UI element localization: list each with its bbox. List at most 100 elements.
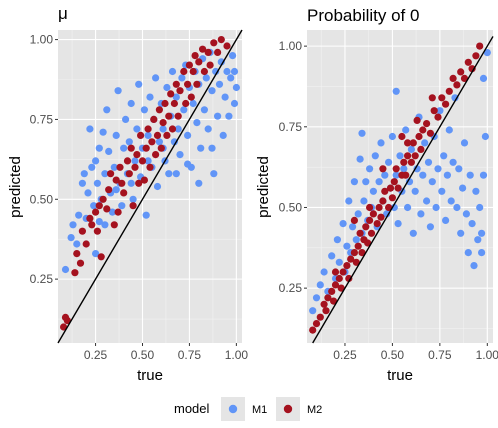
prob-zero-point-m1 — [396, 152, 404, 160]
prob-zero-point-m1 — [383, 210, 391, 218]
probability-of-zero-panel: Probability of 0 0.25 0.50 0.75 1.00 0.2… — [255, 6, 498, 384]
prob-zero-point-m1 — [349, 223, 357, 231]
mu-point-m2 — [195, 58, 203, 66]
mu-point-m1 — [180, 106, 188, 114]
prob-zero-point-m2 — [417, 145, 425, 153]
mu-point-m2 — [210, 39, 218, 47]
mu-point-m1 — [230, 99, 239, 108]
mu-panel-title: μ — [58, 4, 68, 23]
mu-point-m2 — [82, 240, 90, 248]
mu-point-m1 — [208, 144, 216, 152]
mu-point-m1 — [178, 74, 186, 82]
prob-zero-point-m2 — [339, 268, 347, 276]
prob-zero-point-m1 — [478, 249, 486, 257]
mu-point-m1 — [69, 221, 77, 229]
mu-point-m1 — [144, 131, 152, 139]
prob-zero-point-m1 — [350, 178, 358, 186]
mu-x-axis-title: true — [137, 367, 163, 384]
prob-zero-point-m1 — [464, 249, 472, 257]
prob-zero-point-m2 — [379, 165, 387, 173]
prob-zero-point-m2 — [434, 113, 442, 121]
prob-zero-y-tick-label: 1.00 — [279, 39, 303, 53]
prob-zero-point-m2 — [309, 326, 317, 334]
mu-point-m1 — [197, 144, 205, 152]
prob-zero-point-m1 — [402, 126, 410, 134]
mu-point-m1 — [135, 80, 143, 88]
mu-point-m2 — [71, 269, 79, 277]
mu-point-m1 — [144, 157, 152, 165]
mu-point-m2 — [114, 208, 122, 216]
prob-zero-x-axis: 0.25 0.50 0.75 1.00 — [333, 343, 498, 362]
prob-zero-point-m1 — [479, 74, 488, 82]
mu-point-m2 — [63, 317, 71, 325]
mu-point-m1 — [215, 80, 224, 88]
prob-zero-point-m2 — [320, 300, 328, 308]
prob-zero-point-m1 — [466, 171, 474, 179]
mu-point-m1 — [140, 106, 148, 114]
prob-zero-point-m2 — [366, 216, 374, 224]
mu-point-m1 — [217, 58, 225, 66]
prob-zero-point-m1 — [460, 139, 469, 147]
mu-point-m1 — [75, 211, 83, 219]
prob-zero-y-axis-title: predicted — [255, 156, 272, 218]
prob-zero-point-m1 — [352, 236, 360, 244]
prob-zero-point-m2 — [367, 229, 376, 237]
mu-point-m1 — [176, 151, 184, 159]
prob-zero-reference-line — [312, 36, 494, 344]
mu-point-m2 — [116, 163, 124, 171]
prob-zero-point-m2 — [445, 87, 453, 95]
prob-zero-point-m1 — [426, 223, 434, 231]
prob-zero-point-m1 — [474, 236, 482, 244]
mu-point-m2 — [187, 93, 195, 101]
prob-zero-y-tick-label: 0.25 — [279, 281, 303, 295]
prob-zero-point-m2 — [331, 281, 340, 289]
prob-zero-point-m1 — [455, 165, 463, 173]
prob-zero-point-m2 — [324, 294, 332, 302]
prob-zero-y-tick-label: 0.75 — [279, 120, 303, 134]
prob-zero-point-m2 — [472, 52, 480, 60]
mu-y-tick-label: 0.25 — [30, 272, 54, 286]
mu-point-m1 — [184, 160, 192, 168]
mu-point-m1 — [225, 112, 233, 120]
mu-point-m1 — [165, 170, 173, 178]
prob-zero-point-m1 — [343, 242, 351, 250]
prob-zero-point-m1 — [335, 258, 343, 266]
prob-zero-point-m1 — [413, 165, 421, 173]
prob-zero-point-m2 — [438, 94, 446, 102]
prob-zero-point-m1 — [356, 155, 364, 163]
prob-zero-point-m1 — [451, 94, 459, 102]
prob-zero-point-m1 — [328, 252, 336, 260]
mu-point-m2 — [199, 45, 207, 53]
mu-point-m1 — [95, 218, 103, 226]
mu-point-m2 — [163, 131, 171, 139]
prob-zero-point-m2 — [411, 152, 419, 160]
mu-point-m2 — [107, 170, 115, 178]
prob-zero-point-m2 — [385, 203, 393, 212]
prob-zero-point-m2 — [442, 100, 450, 108]
prob-zero-point-m1 — [478, 229, 486, 237]
prob-zero-point-m2 — [335, 274, 343, 283]
mu-point-m2 — [78, 227, 86, 235]
prob-zero-point-m1 — [417, 210, 425, 218]
prob-zero-point-m2 — [413, 116, 421, 124]
prob-zero-point-m2 — [350, 216, 358, 224]
prob-zero-point-m2 — [328, 287, 336, 295]
prob-zero-point-m1 — [411, 187, 419, 195]
mu-point-m2 — [191, 52, 199, 60]
mu-point-m2 — [135, 179, 143, 187]
prob-zero-point-m2 — [356, 229, 364, 237]
mu-point-m2 — [60, 323, 68, 331]
prob-zero-point-m2 — [415, 132, 423, 141]
prob-zero-point-m2 — [392, 165, 400, 173]
prob-zero-point-m1 — [388, 132, 396, 141]
mu-point-m1 — [127, 99, 135, 108]
prob-zero-point-m1 — [312, 294, 321, 302]
mu-point-m2 — [189, 67, 197, 76]
mu-point-m1 — [105, 147, 113, 155]
prob-zero-y-tick-label: 0.50 — [279, 200, 303, 214]
mu-point-m1 — [110, 163, 118, 171]
mu-point-m2 — [184, 80, 192, 88]
prob-zero-point-m2 — [426, 129, 434, 137]
prob-zero-point-m1 — [470, 262, 478, 270]
mu-point-m2 — [217, 36, 225, 44]
